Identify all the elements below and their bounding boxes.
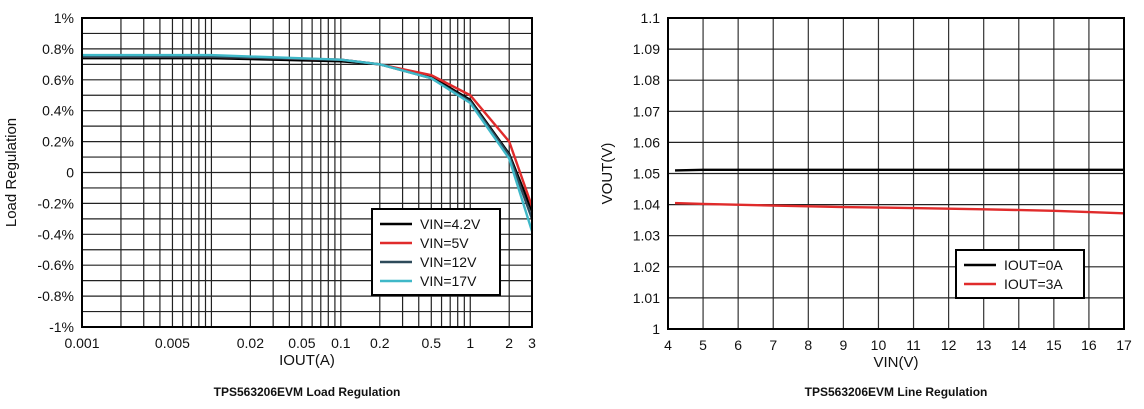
x-tick-label: 0.05 bbox=[288, 335, 315, 351]
series-line-iout-0a bbox=[674, 168, 1124, 172]
legend-box bbox=[955, 249, 1085, 299]
x-tick-label: 8 bbox=[804, 337, 812, 353]
x-tick-label: 5 bbox=[699, 337, 707, 353]
x-tick-label: 15 bbox=[1046, 337, 1062, 353]
y-tick-label: 1.1 bbox=[641, 10, 661, 26]
y-tick-label: 1.04 bbox=[633, 197, 660, 213]
y-tick-label: 1.01 bbox=[633, 290, 660, 306]
x-tick-label: 4 bbox=[664, 337, 672, 353]
x-tick-label: 17 bbox=[1116, 337, 1132, 353]
y-tick-label: 1% bbox=[54, 10, 74, 26]
x-tick-label: 0.5 bbox=[422, 335, 442, 351]
y-tick-label: 0.2% bbox=[42, 134, 74, 150]
y-axis-label: VOUT(V) bbox=[599, 143, 616, 205]
y-tick-label: 1.07 bbox=[633, 103, 660, 119]
y-tick-label: -0.4% bbox=[37, 226, 74, 242]
x-tick-label: 16 bbox=[1081, 337, 1097, 353]
x-axis-label: IOUT(A) bbox=[279, 352, 335, 369]
y-tick-label: 0.4% bbox=[42, 103, 74, 119]
legend-label: VIN=12V bbox=[420, 254, 477, 270]
x-tick-label: 0.02 bbox=[237, 335, 264, 351]
chart-caption: TPS563206EVM Line Regulation bbox=[805, 385, 988, 399]
x-tick-label: 2 bbox=[505, 335, 513, 351]
legend-label: IOUT=0A bbox=[1004, 257, 1063, 273]
legend-label: VIN=5V bbox=[420, 235, 469, 251]
y-tick-label: -1% bbox=[49, 319, 74, 335]
x-tick-label: 14 bbox=[1011, 337, 1027, 353]
y-tick-label: 1 bbox=[652, 321, 660, 337]
y-tick-label: 1.03 bbox=[633, 228, 660, 244]
series-line-vin-17v bbox=[82, 53, 534, 232]
x-tick-label: 12 bbox=[941, 337, 957, 353]
x-tick-label: 0.2 bbox=[370, 335, 390, 351]
x-tick-label: 13 bbox=[976, 337, 992, 353]
legend-label: VIN=17V bbox=[420, 273, 477, 289]
y-tick-label: 0.8% bbox=[42, 41, 74, 57]
line-regulation-chart: 4 5 6 7 8 9 10 11 12 13 14 15 16 17 1 1.01 1.02 1.03 1.04 1… bbox=[599, 10, 1132, 399]
y-tick-label: 1.08 bbox=[633, 72, 660, 88]
y-tick-label: 1.06 bbox=[633, 134, 660, 150]
x-tick-label: 6 bbox=[734, 337, 742, 353]
x-tick-label: 10 bbox=[871, 337, 887, 353]
x-axis-label: VIN(V) bbox=[874, 354, 919, 371]
legend: IOUT=0A IOUT=3A bbox=[955, 249, 1085, 299]
chart-caption: TPS563206EVM Load Regulation bbox=[214, 385, 401, 399]
y-tick-label: 1.05 bbox=[633, 166, 660, 182]
y-tick-label: 0 bbox=[66, 165, 74, 181]
y-tick-label: 0.6% bbox=[42, 72, 74, 88]
load-regulation-chart: 0.001 0.005 0.02 0.05 0.1 0.2 0.5 1 2 3 -1% -0.8% -0… bbox=[3, 10, 536, 399]
y-tick-label: -0.6% bbox=[37, 257, 74, 273]
x-tick-label: 0.1 bbox=[331, 335, 351, 351]
y-axis-label: Load Regulation bbox=[3, 118, 20, 227]
legend-label: IOUT=3A bbox=[1004, 276, 1063, 292]
x-tick-label: 1 bbox=[466, 335, 474, 351]
x-tick-label: 3 bbox=[528, 335, 536, 351]
plot-frame bbox=[667, 17, 1125, 330]
y-tick-label: 1.09 bbox=[633, 41, 660, 57]
series-line-iout-3a bbox=[674, 201, 1125, 215]
x-tick-label: 11 bbox=[906, 337, 921, 353]
x-tick-label: 7 bbox=[769, 337, 777, 353]
x-tick-label: 9 bbox=[839, 337, 847, 353]
y-tick-label: 1.02 bbox=[633, 259, 660, 275]
legend: VIN=4.2V VIN=5V VIN=12V VIN=17V bbox=[371, 208, 501, 296]
plot-frame bbox=[81, 17, 533, 328]
y-tick-label: -0.8% bbox=[37, 288, 74, 304]
legend-label: VIN=4.2V bbox=[420, 216, 481, 232]
y-tick-label: -0.2% bbox=[37, 195, 74, 211]
x-tick-label: 0.001 bbox=[64, 335, 99, 351]
x-tick-label: 0.005 bbox=[155, 335, 190, 351]
